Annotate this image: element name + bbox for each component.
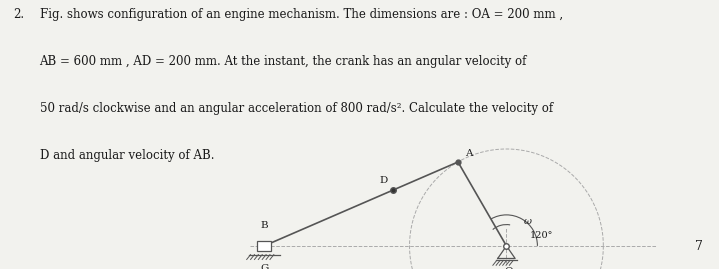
Text: G: G bbox=[260, 264, 268, 269]
Text: 7: 7 bbox=[695, 240, 703, 253]
Text: A: A bbox=[464, 149, 472, 158]
Text: 120°: 120° bbox=[530, 231, 553, 240]
Text: ω: ω bbox=[524, 217, 532, 225]
Text: D: D bbox=[380, 176, 388, 185]
Text: AB = 600 mm , AD = 200 mm. At the instant, the crank has an angular velocity of: AB = 600 mm , AD = 200 mm. At the instan… bbox=[40, 55, 527, 68]
Text: 2.: 2. bbox=[13, 8, 24, 21]
Text: O: O bbox=[504, 267, 513, 269]
Text: 50 rad/s clockwise and an angular acceleration of 800 rad/s². Calculate the velo: 50 rad/s clockwise and an angular accele… bbox=[40, 102, 553, 115]
Text: B: B bbox=[260, 221, 268, 230]
Text: D and angular velocity of AB.: D and angular velocity of AB. bbox=[40, 149, 214, 162]
Bar bbox=[257, 241, 271, 251]
Text: Fig. shows configuration of an engine mechanism. The dimensions are : OA = 200 m: Fig. shows configuration of an engine me… bbox=[40, 8, 563, 21]
